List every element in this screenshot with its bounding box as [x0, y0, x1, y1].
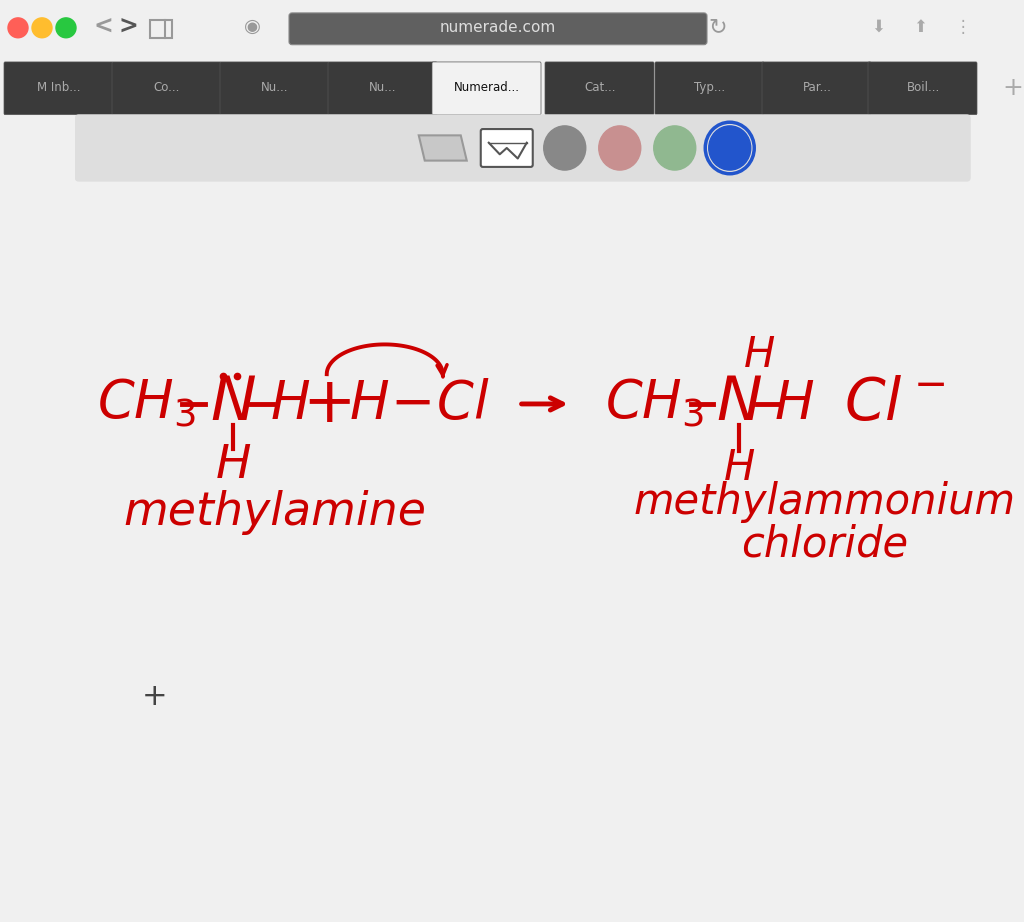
Text: $H\!-\!Cl$: $H\!-\!Cl$ [349, 378, 490, 430]
Text: >: > [118, 15, 138, 39]
Text: methylammonium: methylammonium [634, 480, 1016, 523]
Text: chloride: chloride [741, 524, 908, 565]
Circle shape [8, 18, 28, 38]
Text: $CH_3$: $CH_3$ [605, 377, 705, 431]
Text: ⬇: ⬇ [871, 18, 885, 36]
Text: Boil...: Boil... [906, 81, 940, 94]
Text: $H$: $H$ [723, 447, 755, 489]
Circle shape [32, 18, 52, 38]
FancyBboxPatch shape [112, 62, 221, 114]
FancyBboxPatch shape [75, 114, 971, 182]
Text: ↻: ↻ [709, 17, 727, 37]
Text: ⋮: ⋮ [954, 18, 972, 36]
Text: M Inb...: M Inb... [37, 81, 81, 94]
Text: $H$: $H$ [742, 334, 775, 376]
FancyBboxPatch shape [655, 62, 764, 114]
Circle shape [709, 126, 751, 170]
Text: +: + [142, 681, 168, 711]
Text: Cat...: Cat... [585, 81, 615, 94]
Text: ⬆: ⬆ [913, 18, 927, 36]
Text: ◉: ◉ [244, 18, 260, 36]
FancyBboxPatch shape [289, 13, 707, 44]
Text: $Cl^-$: $Cl^-$ [844, 375, 945, 432]
Text: Par...: Par... [803, 81, 831, 94]
FancyBboxPatch shape [868, 62, 977, 114]
Circle shape [56, 18, 76, 38]
FancyBboxPatch shape [762, 62, 871, 114]
Text: $N$: $N$ [210, 374, 256, 433]
Text: $+$: $+$ [302, 372, 351, 435]
Polygon shape [419, 136, 467, 160]
Circle shape [653, 126, 695, 170]
FancyBboxPatch shape [328, 62, 437, 114]
FancyBboxPatch shape [432, 62, 541, 114]
FancyBboxPatch shape [480, 129, 532, 167]
FancyBboxPatch shape [4, 62, 113, 114]
Circle shape [599, 126, 641, 170]
FancyBboxPatch shape [545, 62, 654, 114]
Bar [150, 20, 172, 38]
Text: Numerad...: Numerad... [454, 81, 520, 94]
Text: $CH_3$: $CH_3$ [97, 377, 197, 431]
Text: $H$: $H$ [269, 378, 310, 430]
Text: methylamine: methylamine [123, 490, 426, 535]
Text: +: + [1002, 76, 1023, 100]
Circle shape [544, 126, 586, 170]
Text: Nu...: Nu... [370, 81, 396, 94]
Text: $H$: $H$ [215, 443, 251, 488]
Text: $H$: $H$ [773, 378, 814, 430]
Text: numerade.com: numerade.com [440, 20, 556, 35]
Text: $N$: $N$ [716, 374, 762, 433]
Text: <: < [93, 15, 113, 39]
Text: Co...: Co... [154, 81, 180, 94]
Text: Typ...: Typ... [694, 81, 726, 94]
Text: Nu...: Nu... [261, 81, 289, 94]
FancyBboxPatch shape [220, 62, 329, 114]
